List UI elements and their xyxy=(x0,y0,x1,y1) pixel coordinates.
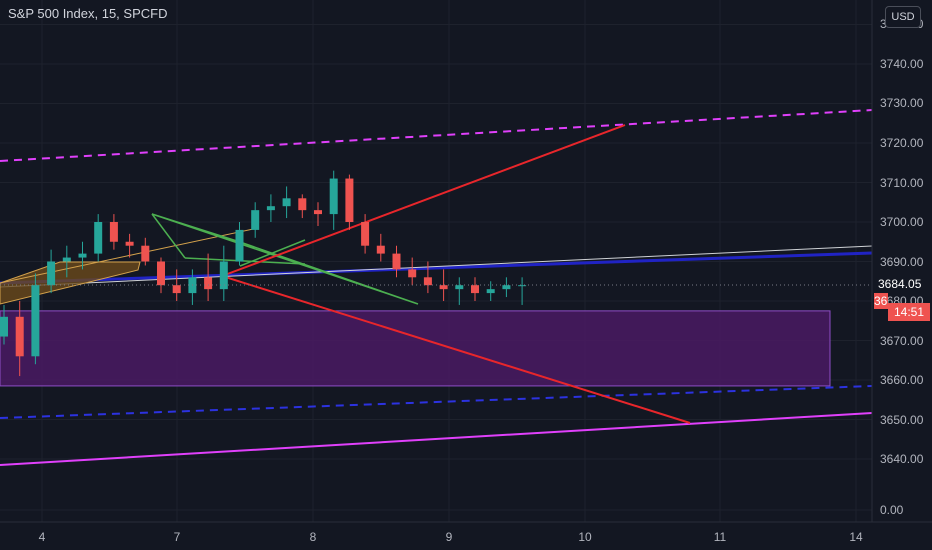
price-tick-label: 3640.00 xyxy=(880,452,924,466)
price-tick-label: 3650.00 xyxy=(880,413,924,427)
time-tick-label: 10 xyxy=(578,530,592,544)
candle-body xyxy=(376,245,385,254)
candle-body xyxy=(486,289,495,294)
candle-body xyxy=(31,285,40,357)
candle-body xyxy=(47,261,56,286)
candle-body xyxy=(251,210,260,230)
candle-body xyxy=(298,198,307,211)
candle-body xyxy=(266,206,275,211)
candle-body xyxy=(361,222,370,246)
drawing-tools-layer xyxy=(0,109,873,466)
candle-body xyxy=(282,198,291,207)
candle-body xyxy=(455,285,464,290)
price-stub: 36 xyxy=(874,293,888,309)
candle-body xyxy=(204,277,213,290)
candle-body xyxy=(471,285,479,294)
time-tick-label: 8 xyxy=(310,530,317,544)
green-line xyxy=(184,257,306,265)
candle-body xyxy=(408,269,417,278)
candle-body xyxy=(219,261,228,290)
blue-trendline xyxy=(0,251,873,285)
price-tick-label: 3690.00 xyxy=(880,255,924,269)
time-tick-label: 4 xyxy=(39,530,46,544)
time-axis[interactable]: 4 7 8 9 10 11 14 xyxy=(0,521,932,550)
price-tick-label: 3660.00 xyxy=(880,373,924,387)
green-line xyxy=(151,213,186,259)
candle-body xyxy=(392,253,401,270)
candle-body xyxy=(157,261,165,286)
time-axis-bg xyxy=(0,522,932,550)
price-axis[interactable]: 3750.003740.003730.003720.003710.003700.… xyxy=(871,0,932,550)
support-zone xyxy=(0,310,831,387)
time-tick-label: 9 xyxy=(446,530,453,544)
time-tick-label: 14 xyxy=(849,530,863,544)
candles-layer xyxy=(0,170,872,377)
candle-body xyxy=(345,178,354,222)
orange-line xyxy=(0,227,259,284)
price-tick-label: 3720.00 xyxy=(880,136,924,150)
time-tick-label: 11 xyxy=(714,530,727,544)
chart-grid xyxy=(0,0,872,522)
candle-body xyxy=(329,178,338,215)
candle-body xyxy=(518,285,527,287)
symbol-title: S&P 500 Index, 15, SPCFD xyxy=(8,6,168,21)
candle-body xyxy=(502,285,511,290)
candle-body xyxy=(62,257,71,262)
candle-body xyxy=(423,277,432,286)
candle-body xyxy=(125,241,134,246)
bar-countdown: 14:51 xyxy=(888,303,930,321)
candle-body xyxy=(109,222,118,242)
candle-body xyxy=(235,229,244,262)
price-tick-label: 3740.00 xyxy=(880,57,924,71)
candle-body xyxy=(15,316,24,357)
time-tick-label: 7 xyxy=(174,530,181,544)
candle-body xyxy=(141,245,150,262)
price-axis-bg xyxy=(872,0,932,550)
lower-channel-dashed xyxy=(0,385,873,419)
upper-channel-dashed xyxy=(0,109,873,162)
price-tick-label: 3700.00 xyxy=(880,215,924,229)
magenta-support-line xyxy=(0,412,873,466)
price-tick-label: 3730.00 xyxy=(880,96,924,110)
candle-body xyxy=(94,222,103,254)
price-tick-label: 3710.00 xyxy=(880,176,924,190)
price-tick-label: 3670.00 xyxy=(880,334,924,348)
candle-body xyxy=(0,316,8,337)
candle-body xyxy=(314,210,322,215)
currency-button[interactable]: USD xyxy=(885,6,921,28)
candle-body xyxy=(439,285,448,290)
green-triangle xyxy=(151,213,419,305)
white-trendline xyxy=(0,245,873,288)
last-price-label: 3684.05 xyxy=(874,276,930,293)
candle-body xyxy=(172,285,181,294)
green-line xyxy=(239,239,306,267)
price-tick-label: 0.00 xyxy=(880,503,904,517)
candle-body xyxy=(78,253,87,258)
